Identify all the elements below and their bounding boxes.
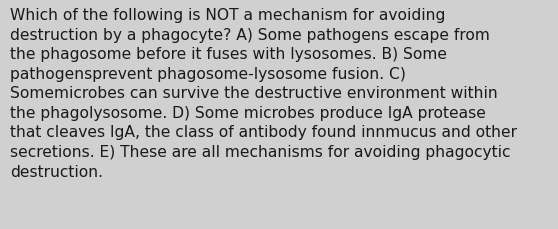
Text: Which of the following is NOT a mechanism for avoiding
destruction by a phagocyt: Which of the following is NOT a mechanis… (10, 8, 517, 179)
